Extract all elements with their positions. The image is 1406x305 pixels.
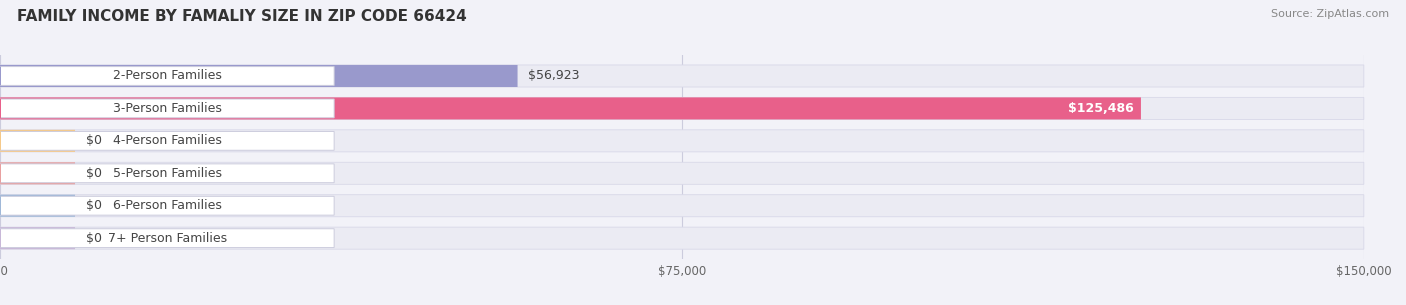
FancyBboxPatch shape <box>0 131 335 150</box>
FancyBboxPatch shape <box>0 99 335 118</box>
FancyBboxPatch shape <box>0 164 335 183</box>
Text: $0: $0 <box>86 199 101 212</box>
FancyBboxPatch shape <box>0 162 75 184</box>
Text: $0: $0 <box>86 135 101 147</box>
FancyBboxPatch shape <box>0 227 1364 249</box>
FancyBboxPatch shape <box>0 130 1364 152</box>
Text: 6-Person Families: 6-Person Families <box>112 199 222 212</box>
FancyBboxPatch shape <box>0 195 1364 217</box>
Text: Source: ZipAtlas.com: Source: ZipAtlas.com <box>1271 9 1389 19</box>
FancyBboxPatch shape <box>0 196 335 215</box>
Text: FAMILY INCOME BY FAMALIY SIZE IN ZIP CODE 66424: FAMILY INCOME BY FAMALIY SIZE IN ZIP COD… <box>17 9 467 24</box>
FancyBboxPatch shape <box>0 65 517 87</box>
Text: 5-Person Families: 5-Person Families <box>112 167 222 180</box>
Text: 3-Person Families: 3-Person Families <box>112 102 222 115</box>
Text: 2-Person Families: 2-Person Families <box>112 70 222 82</box>
FancyBboxPatch shape <box>0 162 1364 184</box>
Text: $0: $0 <box>86 232 101 245</box>
FancyBboxPatch shape <box>0 130 75 152</box>
FancyBboxPatch shape <box>0 227 75 249</box>
Text: 4-Person Families: 4-Person Families <box>112 135 222 147</box>
FancyBboxPatch shape <box>0 97 1364 120</box>
FancyBboxPatch shape <box>0 66 335 85</box>
Text: $0: $0 <box>86 167 101 180</box>
FancyBboxPatch shape <box>0 229 335 248</box>
FancyBboxPatch shape <box>0 97 1140 120</box>
FancyBboxPatch shape <box>0 195 75 217</box>
Text: $125,486: $125,486 <box>1069 102 1135 115</box>
Text: 7+ Person Families: 7+ Person Families <box>107 232 226 245</box>
FancyBboxPatch shape <box>0 65 1364 87</box>
Text: $56,923: $56,923 <box>529 70 579 82</box>
